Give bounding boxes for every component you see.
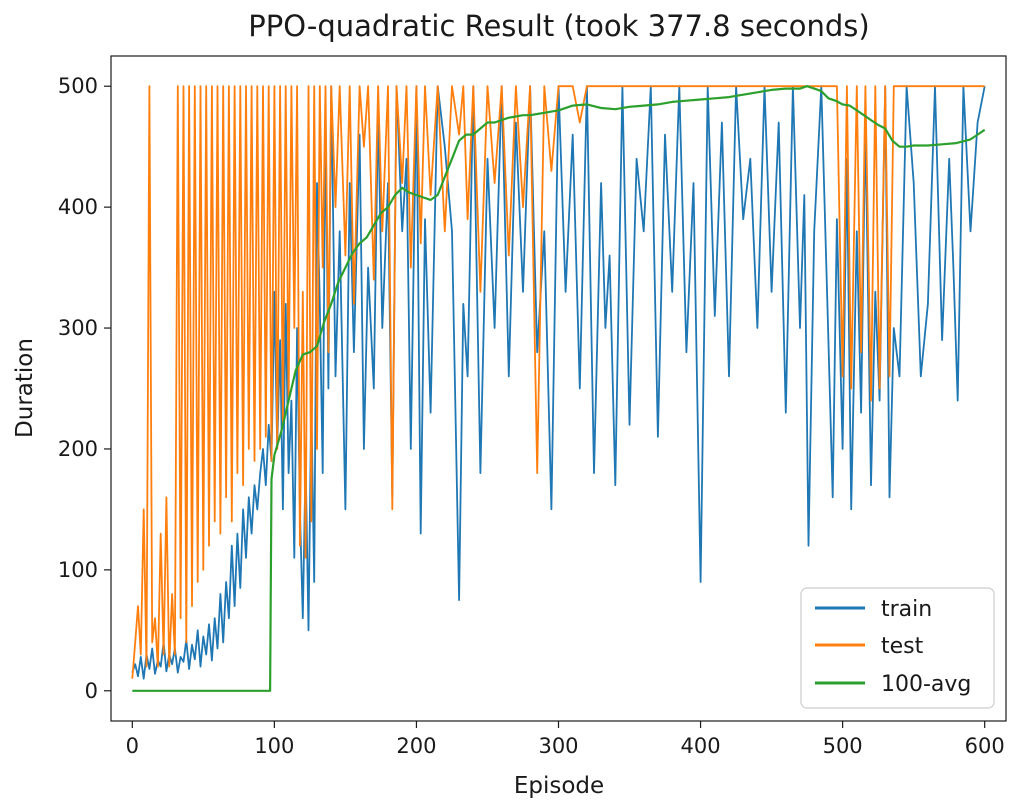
- x-tick-label-2: 200: [396, 734, 436, 758]
- x-axis-label: Episode: [514, 773, 604, 799]
- y-axis-label: Duration: [12, 338, 38, 438]
- y-tick-label-4: 400: [58, 195, 98, 219]
- x-axis: 0 100 200 300 400 500 600: [126, 721, 1005, 758]
- series-line-100-avg: [132, 85, 986, 692]
- y-tick-label-3: 300: [58, 316, 98, 340]
- x-tick-label-0: 0: [126, 734, 139, 758]
- x-tick-label-5: 500: [823, 734, 863, 758]
- legend-label-100-avg: 100-avg: [881, 672, 971, 697]
- y-tick-label-5: 500: [58, 74, 98, 98]
- y-tick-label-1: 100: [58, 558, 98, 582]
- legend-box: [800, 587, 995, 709]
- x-tick-label-3: 300: [538, 734, 578, 758]
- series-line-train: [131, 85, 986, 680]
- x-tick-label-6: 600: [965, 734, 1005, 758]
- plot-area: [131, 85, 986, 692]
- legend-label-train: train: [881, 597, 932, 622]
- y-tick-label-2: 200: [58, 437, 98, 461]
- x-tick-label-1: 100: [254, 734, 294, 758]
- legend: train test 100-avg: [800, 587, 995, 709]
- y-tick-label-0: 0: [85, 679, 98, 703]
- chart-title: PPO-quadratic Result (took 377.8 seconds…: [248, 9, 869, 43]
- x-tick-label-4: 400: [681, 734, 721, 758]
- legend-label-test: test: [881, 634, 924, 659]
- series-line-test: [131, 85, 985, 679]
- y-axis: 0 100 200 300 400 500: [58, 74, 111, 703]
